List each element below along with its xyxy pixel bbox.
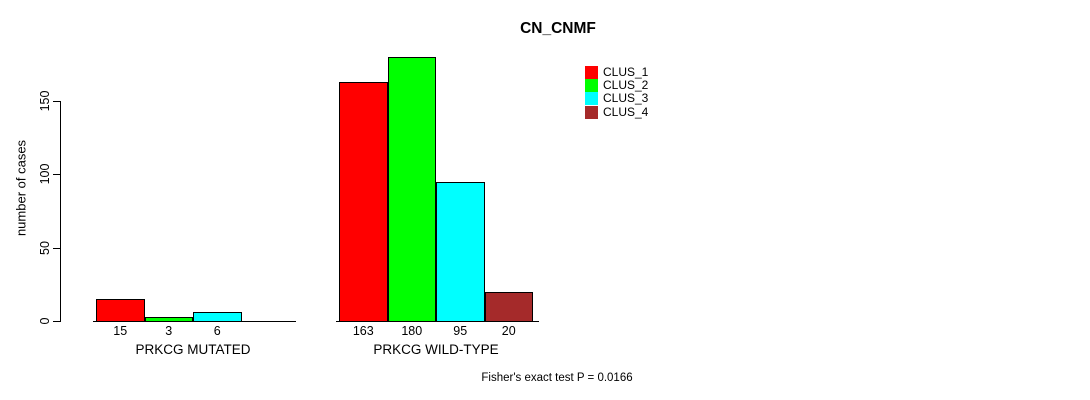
bar-value-label: 180 xyxy=(401,324,423,338)
group-label-2: PRKCG WILD-TYPE xyxy=(373,342,499,357)
legend-label: CLUS_2 xyxy=(603,78,649,93)
y-axis-line xyxy=(60,101,61,322)
chart-title: CN_CNMF xyxy=(520,20,596,37)
bar-value-label: 3 xyxy=(165,324,173,338)
bar-clus_4-group2 xyxy=(484,291,533,322)
y-axis-tick xyxy=(53,174,60,176)
bar-value-label: 15 xyxy=(113,324,128,338)
clus_4-swatch-icon xyxy=(585,105,598,119)
y-tick-label-text: 50 xyxy=(38,240,52,255)
clus_3-swatch-icon xyxy=(585,92,598,106)
bar-value-label: 163 xyxy=(352,324,374,338)
bar-clus_2-group2 xyxy=(387,57,436,322)
fisher-test-footnote: Fisher's exact test P = 0.0166 xyxy=(481,372,633,384)
y-tick-label-text: 0 xyxy=(38,317,52,325)
legend-label: CLUS_1 xyxy=(603,65,649,79)
bar-clus_3-group2 xyxy=(436,181,485,322)
y-tick-label-text: 100 xyxy=(38,163,52,185)
clus_1-swatch-icon xyxy=(585,66,598,79)
y-tick-label-text: 150 xyxy=(38,90,52,112)
y-axis-tick xyxy=(53,101,60,102)
bar-clus_1-group1 xyxy=(96,299,145,322)
y-axis-tick xyxy=(53,321,60,322)
bar-value-label: 20 xyxy=(501,324,516,338)
bar-clus_3-group1 xyxy=(193,312,242,322)
y-axis-title-text: number of cases xyxy=(13,139,29,237)
bar-clus_1-group2 xyxy=(339,81,388,322)
y-axis-tick xyxy=(53,247,60,249)
legend-label: CLUS_4 xyxy=(603,104,649,119)
group-label-1: PRKCG MUTATED xyxy=(135,342,251,357)
bar-value-label: 6 xyxy=(213,324,221,338)
bar-clus_2-group1 xyxy=(144,316,193,322)
legend-label: CLUS_3 xyxy=(603,91,649,106)
bar-value-label: 95 xyxy=(453,324,468,338)
clus_2-swatch-icon xyxy=(585,79,598,93)
